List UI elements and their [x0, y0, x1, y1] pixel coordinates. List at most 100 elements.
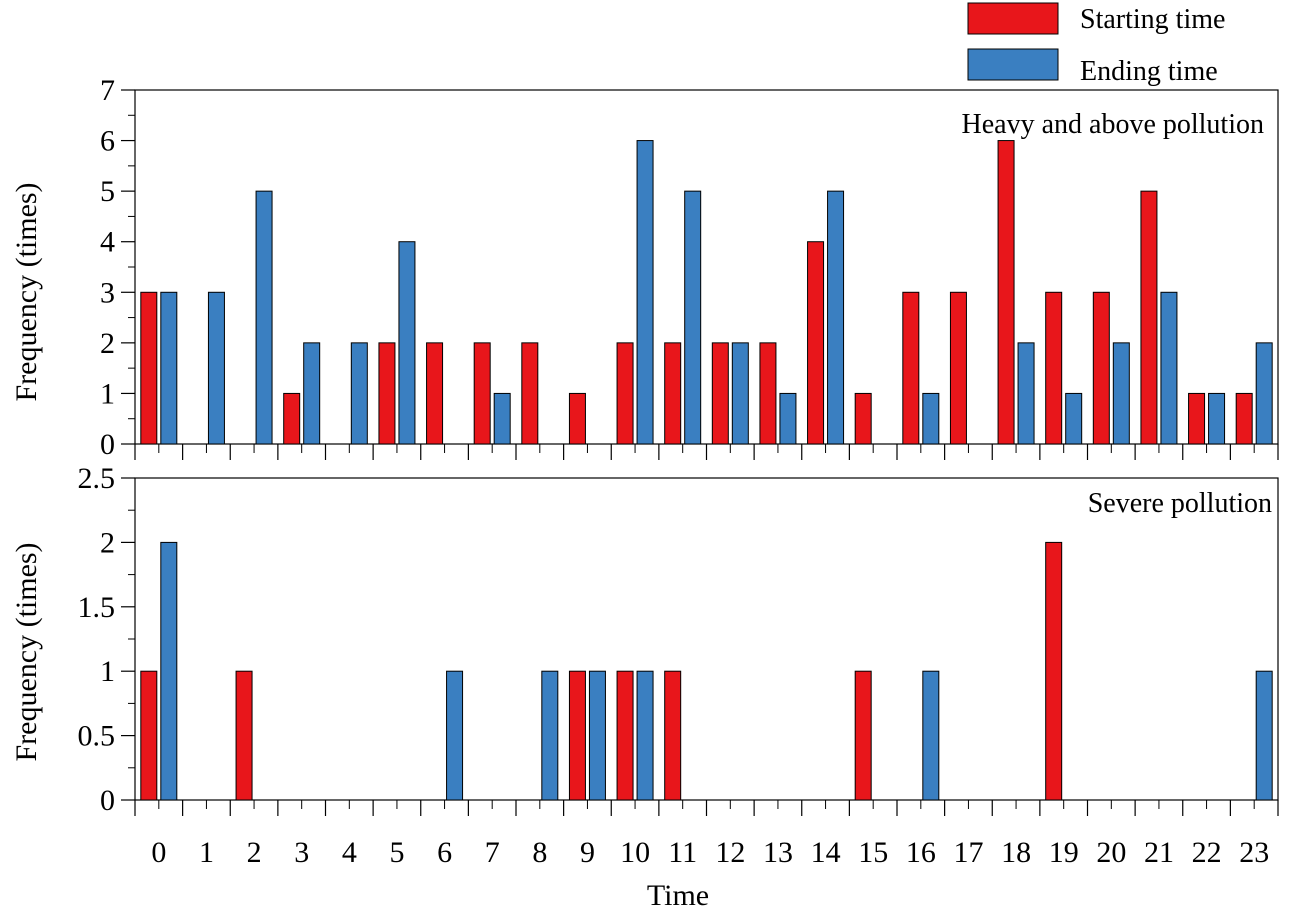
- panel-heavy-bar-starting-18: [997, 140, 1015, 445]
- panel-heavy-bar-ending-21: [1160, 291, 1178, 445]
- panel-heavy-bar-ending-1: [207, 291, 225, 445]
- panel-heavy-bar-starting-0: [140, 291, 158, 445]
- panel-heavy-bar-ending-4: [350, 342, 368, 445]
- panel-heavy-bar-starting-6: [426, 342, 444, 445]
- x-tick-label: 6: [437, 836, 452, 869]
- panel-heavy-bar-ending-19: [1065, 392, 1083, 445]
- panel-heavy-bar-starting-10: [616, 342, 634, 445]
- panel-severe-y-tick-label: 0: [100, 784, 115, 817]
- x-tick-label: 4: [342, 836, 357, 869]
- x-tick-label: 7: [485, 836, 500, 869]
- panel-heavy-bar-starting-8: [521, 342, 539, 445]
- x-tick-label: 16: [906, 836, 936, 869]
- panel-severe-bar-starting-2: [235, 670, 253, 801]
- panel-heavy-bar-starting-7: [473, 342, 491, 445]
- x-tick-label: 20: [1096, 836, 1126, 869]
- panel-severe-y-axis-title: Frequency (times): [10, 542, 43, 761]
- x-tick-label: 11: [668, 836, 697, 869]
- panel-severe-x-ticks: [134, 800, 1279, 816]
- panel-heavy-y-tick-label: 7: [100, 74, 115, 107]
- panel-heavy-bar-ending-18: [1017, 342, 1035, 445]
- x-tick-label: 5: [389, 836, 404, 869]
- x-tick-label: 9: [580, 836, 595, 869]
- panel-heavy-bar-starting-12: [711, 342, 729, 445]
- panel-heavy-bar-ending-11: [684, 190, 702, 445]
- legend-swatch-starting: [967, 2, 1059, 35]
- x-tick-label: 17: [953, 836, 983, 869]
- x-tick-label: 13: [763, 836, 793, 869]
- panel-heavy-y-tick-label: 2: [100, 327, 115, 360]
- panel-severe-bar-ending-9: [588, 670, 606, 801]
- panel-severe-bar-starting-19: [1045, 541, 1063, 801]
- panel-heavy-bar-ending-16: [922, 392, 940, 445]
- panel-heavy-bar-ending-13: [779, 392, 797, 445]
- x-tick-label: 2: [247, 836, 262, 869]
- x-tick-label: 21: [1144, 836, 1174, 869]
- panel-heavy-y-tick-label: 1: [100, 377, 115, 410]
- x-tick-label: 18: [1001, 836, 1031, 869]
- panel-heavy-bar-starting-3: [283, 392, 301, 445]
- panel-severe-bar-ending-23: [1255, 670, 1273, 801]
- panel-severe-bar-starting-0: [140, 670, 158, 801]
- panel-heavy-bar-starting-23: [1235, 392, 1253, 445]
- x-tick-labels: 0 1 2 3 4 5 6 7 8 9 10 11 12 13 14 15 16 17 18 19 20 21 22 23: [151, 836, 1269, 869]
- panel-severe-bar-ending-6: [446, 670, 464, 801]
- panel-heavy-bar-ending-7: [493, 392, 511, 445]
- panel-heavy-bar-starting-19: [1045, 291, 1063, 445]
- panel-severe-bar-starting-10: [616, 670, 634, 801]
- panel-heavy-bar-ending-14: [827, 190, 845, 445]
- panel-heavy-bar-starting-20: [1092, 291, 1110, 445]
- panel-severe-bar-ending-0: [160, 541, 178, 801]
- x-axis-title: Time: [647, 879, 709, 912]
- panel-severe-y-tick-label: 1.5: [78, 591, 116, 624]
- panel-heavy-bar-starting-9: [568, 392, 586, 445]
- x-tick-label: 14: [811, 836, 841, 869]
- panel-severe-y-tick-label: 1: [100, 655, 115, 688]
- panel-heavy-bar-ending-5: [398, 241, 416, 445]
- panel-severe-bar-ending-16: [922, 670, 940, 801]
- panel-heavy-x-ticks: [134, 444, 1279, 460]
- panel-severe-frame: [134, 477, 1279, 801]
- panel-heavy-bar-starting-14: [807, 241, 825, 445]
- panel-heavy-bar-ending-20: [1112, 342, 1130, 445]
- legend: Starting time Ending time: [967, 2, 1225, 87]
- panel-heavy-bar-ending-2: [255, 190, 273, 445]
- panel-heavy-y-tick-label: 6: [100, 125, 115, 158]
- panel-heavy-bar-starting-21: [1140, 190, 1158, 445]
- panel-severe-annotation: Severe pollution: [1088, 488, 1272, 519]
- panel-severe-y-tick-label: 2.5: [78, 462, 116, 495]
- panel-heavy-bar-ending-22: [1208, 392, 1226, 445]
- panel-heavy-y-tick-label: 5: [100, 175, 115, 208]
- x-tick-label: 15: [858, 836, 888, 869]
- panel-severe-bar-ending-10: [636, 670, 654, 801]
- panel-heavy-bar-starting-16: [902, 291, 920, 445]
- panel-heavy-bar-starting-17: [949, 291, 967, 445]
- x-tick-label: 1: [199, 836, 214, 869]
- panel-severe-bar-starting-15: [854, 670, 872, 801]
- panel-heavy-bar-ending-3: [303, 342, 321, 445]
- panel-heavy-bar-ending-23: [1255, 342, 1273, 445]
- x-tick-label: 0: [151, 836, 166, 869]
- panel-heavy-bars: [140, 140, 1273, 445]
- panel-heavy-y-ticks: 0 1 2 3 4 5 6 7: [100, 74, 135, 461]
- panel-heavy-bar-ending-12: [731, 342, 749, 445]
- x-tick-label: 3: [294, 836, 309, 869]
- panel-heavy-y-tick-label: 4: [100, 226, 115, 259]
- panel-heavy-annotation: Heavy and above pollution: [962, 109, 1264, 140]
- x-tick-label: 22: [1192, 836, 1222, 869]
- panel-heavy-y-tick-label: 3: [100, 276, 115, 309]
- panel-severe-bar-ending-8: [541, 670, 559, 801]
- panel-heavy-bar-starting-22: [1188, 392, 1206, 445]
- panel-severe: 0 0.5 1 1.5 2 2.5 Severe pollution Frequency …: [10, 462, 1279, 817]
- legend-label-starting: Starting time: [1080, 4, 1225, 35]
- legend-swatch-ending: [967, 48, 1059, 81]
- panel-heavy-bar-starting-13: [759, 342, 777, 445]
- panel-severe-bar-starting-9: [568, 670, 586, 801]
- panel-severe-y-tick-label: 0.5: [78, 720, 116, 753]
- panel-heavy-bar-starting-5: [378, 342, 396, 445]
- panel-heavy-bar-ending-10: [636, 140, 654, 445]
- panel-heavy-bar-starting-15: [854, 392, 872, 445]
- legend-label-ending: Ending time: [1080, 56, 1218, 87]
- panel-severe-y-ticks: 0 0.5 1 1.5 2 2.5: [78, 462, 135, 817]
